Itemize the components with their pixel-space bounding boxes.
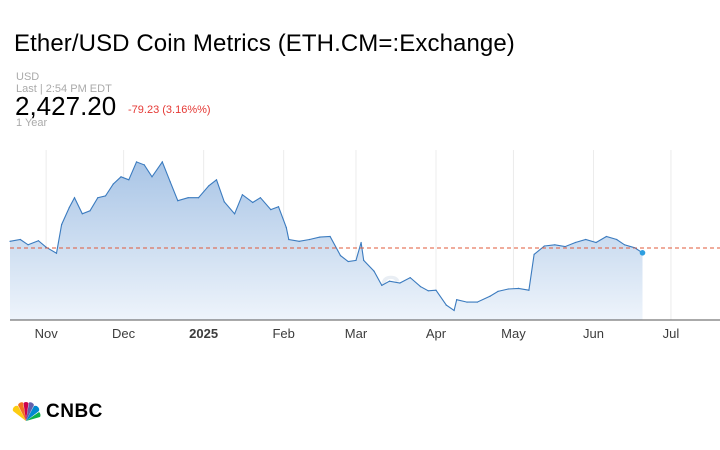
data-point bbox=[399, 282, 401, 284]
data-point bbox=[489, 295, 491, 297]
data-point bbox=[215, 179, 218, 181]
data-point bbox=[466, 301, 468, 303]
data-point bbox=[616, 238, 618, 241]
data-point bbox=[208, 185, 210, 187]
data-point bbox=[19, 238, 21, 241]
x-tick-label: Feb bbox=[272, 326, 294, 341]
data-point bbox=[270, 209, 272, 211]
data-point bbox=[37, 240, 40, 242]
time-range-label[interactable]: 1 Year bbox=[16, 117, 48, 129]
data-point bbox=[585, 238, 587, 241]
data-point bbox=[288, 238, 290, 241]
data-point bbox=[319, 236, 321, 238]
last-updated: Last | 2:54 PM EDT bbox=[16, 83, 112, 95]
data-point bbox=[363, 259, 365, 261]
data-point bbox=[456, 299, 458, 301]
x-tick-label: Jul bbox=[663, 326, 680, 341]
data-point bbox=[497, 290, 499, 292]
data-point bbox=[355, 259, 357, 261]
data-point bbox=[574, 241, 577, 244]
data-point bbox=[445, 304, 447, 306]
brand-name: CNBC bbox=[46, 401, 103, 422]
data-point bbox=[177, 200, 179, 202]
data-point bbox=[528, 289, 530, 291]
price-chart[interactable]: CNBC NovDec2025FebMarAprMayJunJulAug bbox=[0, 145, 720, 345]
last-price-marker bbox=[639, 250, 646, 256]
data-point bbox=[543, 245, 546, 247]
data-point bbox=[128, 179, 130, 181]
data-point bbox=[347, 260, 349, 263]
data-point bbox=[554, 244, 556, 246]
currency-label: USD bbox=[16, 71, 40, 83]
data-point bbox=[143, 164, 145, 166]
data-point bbox=[223, 201, 225, 203]
data-point bbox=[435, 289, 437, 291]
data-point bbox=[89, 210, 91, 212]
x-tick-label: Apr bbox=[426, 326, 447, 341]
data-point bbox=[197, 197, 200, 199]
x-tick-label: Dec bbox=[112, 326, 136, 341]
data-point bbox=[507, 288, 509, 290]
data-point bbox=[45, 246, 47, 248]
last-price: 2,427.20 bbox=[15, 91, 117, 121]
data-point bbox=[151, 176, 153, 178]
peacock-icon bbox=[12, 402, 41, 421]
x-tick-label: Nov bbox=[35, 326, 59, 341]
data-point bbox=[298, 240, 300, 242]
price-line bbox=[9, 160, 643, 312]
data-point bbox=[453, 309, 455, 312]
price-change: -79.23 (3.16%%) bbox=[128, 104, 211, 116]
data-point bbox=[61, 224, 63, 226]
data-point bbox=[360, 241, 362, 244]
data-point bbox=[388, 280, 391, 282]
data-point bbox=[252, 201, 254, 204]
page-title: Ether/USD Coin Metrics (ETH.CM=:Exchange… bbox=[14, 30, 515, 57]
data-point bbox=[564, 246, 566, 248]
data-point bbox=[605, 235, 608, 238]
data-point bbox=[419, 286, 422, 288]
price-area-fill bbox=[10, 161, 643, 320]
data-point bbox=[241, 194, 243, 196]
data-point bbox=[308, 238, 311, 241]
data-point bbox=[409, 277, 411, 279]
data-point bbox=[427, 290, 429, 292]
data-point bbox=[595, 241, 597, 244]
data-point bbox=[187, 197, 189, 199]
data-point bbox=[339, 255, 342, 257]
data-point bbox=[135, 161, 138, 163]
data-point bbox=[329, 235, 331, 238]
data-point bbox=[55, 252, 58, 254]
x-tick-label: Jun bbox=[583, 326, 604, 341]
data-point bbox=[533, 253, 535, 255]
data-point bbox=[27, 244, 29, 246]
cnbc-logo: CNBC bbox=[10, 401, 103, 423]
data-point bbox=[120, 176, 122, 178]
data-point bbox=[476, 301, 478, 303]
data-point bbox=[161, 161, 163, 163]
data-point bbox=[518, 287, 520, 289]
data-point bbox=[259, 197, 261, 199]
data-point bbox=[97, 197, 99, 199]
data-point bbox=[81, 213, 83, 215]
data-point bbox=[285, 226, 287, 229]
x-tick-label: May bbox=[501, 326, 526, 341]
x-tick-label: Mar bbox=[345, 326, 368, 341]
data-point bbox=[9, 240, 11, 242]
data-point bbox=[623, 244, 626, 246]
data-point bbox=[104, 195, 107, 197]
data-point bbox=[73, 197, 76, 199]
data-point bbox=[234, 213, 236, 215]
data-point bbox=[169, 181, 171, 183]
data-point bbox=[634, 247, 636, 249]
data-point bbox=[373, 270, 375, 272]
data-point bbox=[112, 183, 114, 185]
data-point bbox=[381, 284, 383, 286]
data-point bbox=[277, 206, 280, 208]
data-point bbox=[68, 206, 70, 208]
x-tick-label: 2025 bbox=[189, 326, 218, 341]
